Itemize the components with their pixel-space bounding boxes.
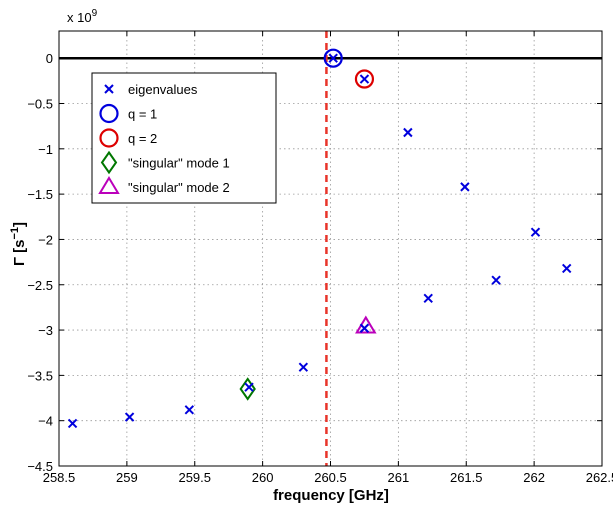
data-point	[403, 127, 413, 138]
legend: eigenvalues q = 1 q = 2 "singular" mode 1 "s…	[91, 72, 277, 204]
y-tick-label: 0	[46, 51, 53, 66]
data-marks	[67, 48, 572, 429]
y-tick-label: −3.5	[27, 368, 53, 383]
y-tick-label: −3	[38, 323, 53, 338]
legend-entry: eigenvalues	[128, 82, 198, 97]
data-point	[124, 412, 135, 422]
data-point	[460, 182, 470, 192]
legend-marker	[98, 176, 120, 194]
y-tick-label: −2.5	[27, 278, 53, 293]
x-tick-label: 261.5	[450, 470, 483, 485]
y-axis-label: Γ [s−1]	[9, 222, 28, 266]
data-point	[354, 69, 375, 89]
x-axis-label: frequency [GHz]	[273, 487, 389, 504]
x-tick-label: 261	[388, 470, 410, 485]
axis-ticks: 258.5 259 259.5 260 260.5 261 261.5 262 262.5 0 −0…	[27, 31, 613, 485]
y-tick-label: −4	[38, 414, 53, 429]
data-point	[561, 263, 572, 274]
x-tick-label: 260	[252, 470, 274, 485]
legend-marker	[99, 103, 119, 124]
x-tick-label: 262.5	[586, 470, 613, 485]
x-tick-label: 259	[116, 470, 138, 485]
y-tick-label: −0.5	[27, 97, 53, 112]
y-tick-label: −1	[38, 142, 53, 157]
data-point	[239, 377, 256, 401]
x-tick-label: 258.5	[43, 470, 76, 485]
y-tick-label: −1.5	[27, 187, 53, 202]
data-point	[328, 53, 338, 63]
y-tick-label: −2	[38, 232, 53, 247]
x-tick-label: 260.5	[314, 470, 347, 485]
data-point	[67, 418, 78, 429]
legend-entry: q = 1	[128, 107, 157, 122]
y-tick-label: −4.5	[27, 459, 53, 474]
data-point	[491, 275, 501, 285]
legend-marker	[100, 150, 118, 175]
data-point	[359, 74, 370, 84]
data-point	[359, 323, 370, 333]
legend-box	[91, 72, 277, 204]
data-point	[423, 293, 433, 304]
data-point	[530, 227, 541, 237]
legend-marker	[99, 128, 119, 148]
data-point	[184, 405, 195, 415]
reference-lines	[59, 31, 602, 466]
data-point	[323, 48, 343, 68]
legend-entry: "singular" mode 2	[128, 180, 230, 195]
data-point	[298, 362, 309, 372]
legend-marker	[104, 84, 114, 94]
legend-entry: "singular" mode 1	[128, 156, 230, 171]
y-multiplier: x 109	[67, 8, 98, 25]
legend-entry: q = 2	[128, 131, 157, 146]
data-point	[244, 382, 254, 392]
x-tick-label: 262	[523, 470, 545, 485]
x-tick-label: 259.5	[178, 470, 211, 485]
